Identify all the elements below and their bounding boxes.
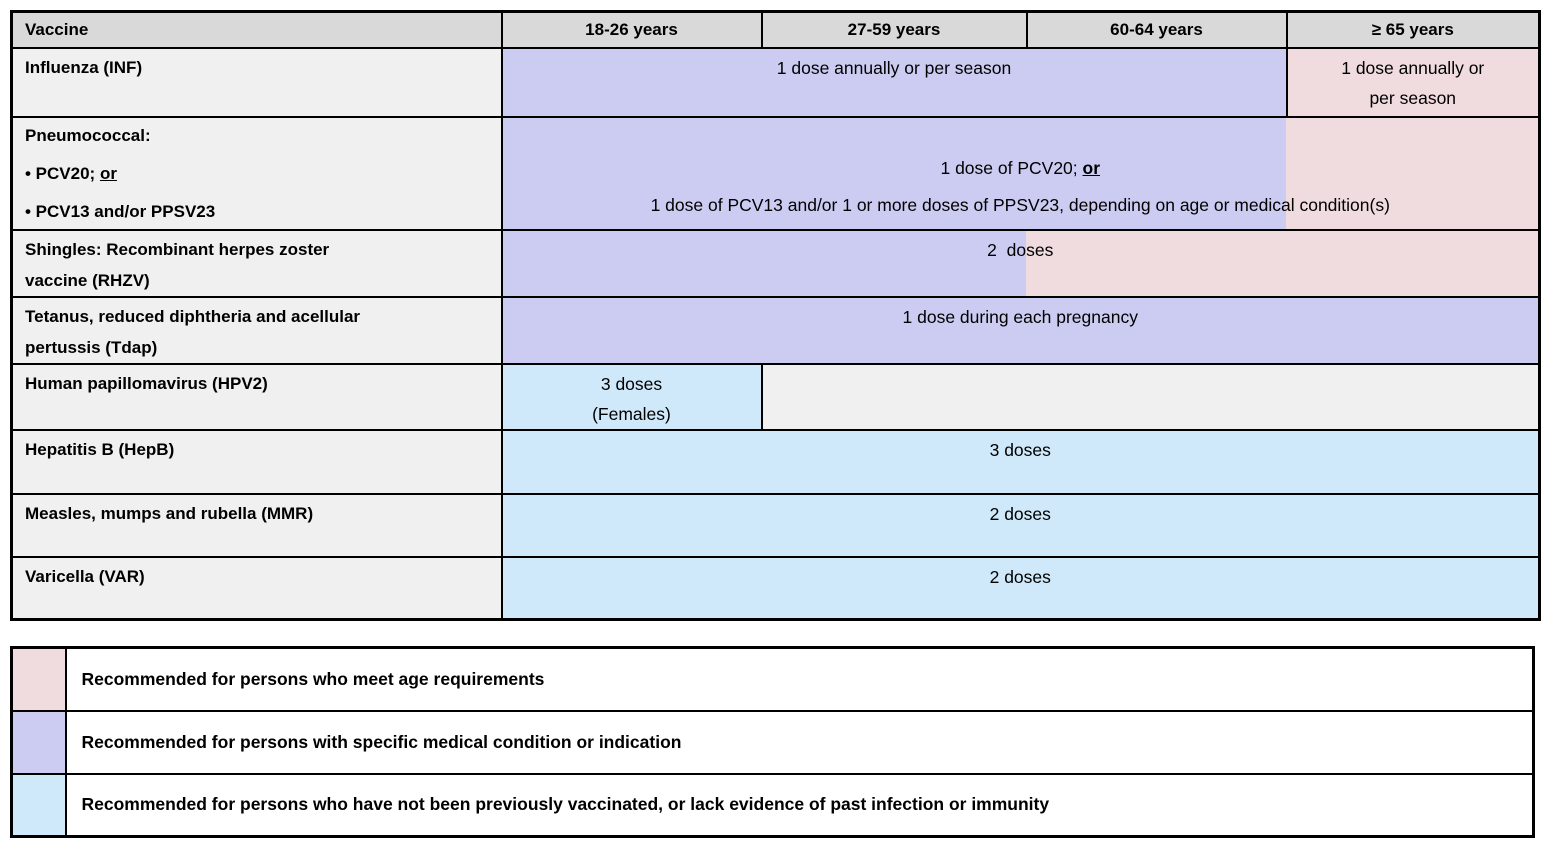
table-row-tdap: Tetanus, reduced diphtheria and acellula… [10,295,1541,365]
column-header-age-65-plus: ≥ 65 years [1285,10,1541,49]
row-label-mmr: Measles, mumps and rubella (MMR) [10,492,503,558]
table-row-hepb: Hepatitis B (HepB) 3 doses [10,428,1541,495]
cell-text-line: 3 doses [600,373,663,394]
row-label-text: Influenza (INF) [25,57,143,77]
cell-hpv2-27-65plus-empty [760,362,1541,431]
cell-hpv2-18-26: 3 doses (Females) [500,362,763,431]
row-label-pneumococcal: Pneumococcal: • PCV20; or • PCV13 and/or… [10,115,503,231]
row-label-text: Measles, mumps and rubella (MMR) [25,503,314,523]
legend-text-age-requirements: Recommended for persons who meet age req… [64,646,1535,712]
header-row: Vaccine 18-26 years 27-59 years 60-64 ye… [10,10,1541,49]
row-label-shingles: Shingles: Recombinant herpes zoster vacc… [10,228,503,298]
row-label-bullet: • PCV20; or [25,159,489,189]
row-label-text: Varicella (VAR) [25,566,145,586]
cell-shingles-18-65plus: 2 doses [500,228,1541,298]
cell-text-line: 1 dose annually or [1341,57,1485,78]
row-label-text: Shingles: Recombinant herpes zoster [25,239,330,259]
table-row-shingles: Shingles: Recombinant herpes zoster vacc… [10,228,1541,298]
column-header-age-27-59: 27-59 years [760,10,1028,49]
row-label-text: Tetanus, reduced diphtheria and acellula… [25,306,361,326]
row-label-tdap: Tetanus, reduced diphtheria and acellula… [10,295,503,365]
table-row-hpv2: Human papillomavirus (HPV2) 3 doses (Fem… [10,362,1541,431]
cell-text-line: 1 dose of PCV13 and/or 1 or more doses o… [650,194,1390,215]
row-label-varicella: Varicella (VAR) [10,555,503,621]
column-header-age-60-64: 60-64 years [1025,10,1288,49]
cell-influenza-18-64: 1 dose annually or per season [500,46,1288,118]
cell-text: 1 dose of PCV20; [940,157,1083,178]
legend-swatch-pink [10,646,67,712]
cell-pneumococcal-18-65plus: 1 dose of PCV20; or 1 dose of PCV13 and/… [500,115,1541,231]
row-label-text: Hepatitis B (HepB) [25,439,175,459]
legend-row-not-previously-vaccinated: Recommended for persons who have not bee… [10,772,1535,838]
row-label-hepb: Hepatitis B (HepB) [10,428,503,495]
legend-row-age-requirements: Recommended for persons who meet age req… [10,646,1535,712]
bullet-text: • PCV20; [25,163,100,183]
cell-influenza-65-plus: 1 dose annually or per season [1285,46,1541,118]
row-label-text: vaccine (RHZV) [25,270,150,290]
column-header-age-18-26: 18-26 years [500,10,763,49]
row-label-bullet: • PCV13 and/or PPSV23 [25,201,216,221]
legend-text-not-previously-vaccinated: Recommended for persons who have not bee… [64,772,1535,838]
table-row-varicella: Varicella (VAR) 2 doses [10,555,1541,621]
cell-text-line: 1 dose of PCV20; or [504,150,1538,187]
cell-mmr-18-65plus: 2 doses [500,492,1541,558]
cell-text-line: per season [1369,87,1457,108]
cell-text-line: (Females) [592,403,671,424]
row-label-text: pertussis (Tdap) [25,337,158,357]
legend-swatch-purple [10,709,67,775]
legend-text-medical-condition: Recommended for persons with specific me… [64,709,1535,775]
cell-or-text: or [1082,157,1101,178]
legend-row-medical-condition: Recommended for persons with specific me… [10,709,1535,775]
table-row-influenza: Influenza (INF) 1 dose annually or per s… [10,46,1541,118]
cell-tdap-18-65plus: 1 dose during each pregnancy [500,295,1541,365]
row-label-text: Pneumococcal: [25,125,151,145]
row-label-influenza: Influenza (INF) [10,46,503,118]
cell-varicella-18-65plus: 2 doses [500,555,1541,621]
bullet-or-text: or [99,163,117,183]
cell-hepb-18-65plus: 3 doses [500,428,1541,495]
row-label-hpv2: Human papillomavirus (HPV2) [10,362,503,431]
column-header-vaccine: Vaccine [10,10,503,49]
vaccine-schedule-table: Vaccine 18-26 years 27-59 years 60-64 ye… [10,10,1541,621]
row-label-text: Human papillomavirus (HPV2) [25,373,268,393]
legend-swatch-blue [10,772,67,838]
table-row-mmr: Measles, mumps and rubella (MMR) 2 doses [10,492,1541,558]
legend-table: Recommended for persons who meet age req… [10,646,1535,838]
table-row-pneumococcal: Pneumococcal: • PCV20; or • PCV13 and/or… [10,115,1541,231]
